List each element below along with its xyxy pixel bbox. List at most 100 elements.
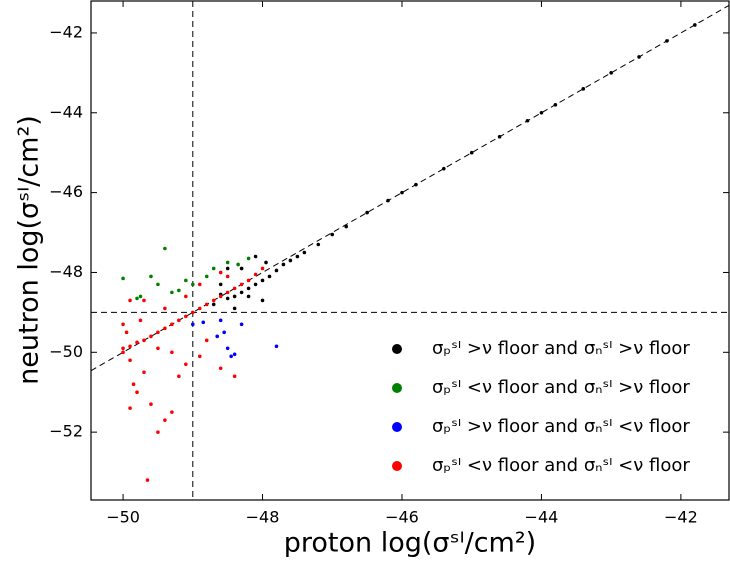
x-tick-label: −42 [664, 508, 698, 527]
data-point [197, 282, 202, 287]
data-point [260, 278, 265, 283]
y-tick-label: −44 [49, 102, 83, 121]
data-point [386, 198, 390, 203]
data-point [149, 274, 153, 279]
data-point [225, 296, 230, 301]
data-point [218, 366, 223, 371]
data-point [215, 334, 220, 339]
data-point [222, 330, 226, 335]
data-point [177, 288, 181, 293]
data-point [497, 134, 502, 139]
data-point [267, 274, 272, 279]
data-point [232, 306, 237, 311]
data-point [302, 250, 307, 255]
data-point [170, 350, 174, 355]
data-point [218, 318, 223, 323]
legend-label: σₚˢᴵ >ν floor and σₙˢᴵ <ν floor [432, 416, 690, 437]
data-point [197, 306, 202, 311]
data-point [225, 346, 230, 351]
data-point [138, 318, 143, 323]
data-point [156, 282, 160, 287]
data-point [156, 330, 160, 335]
data-point [145, 478, 150, 482]
data-point [637, 55, 641, 59]
data-point [253, 272, 258, 277]
data-point [225, 290, 230, 295]
data-point [170, 322, 174, 327]
data-point [121, 322, 125, 327]
y-tick-label: −46 [49, 182, 83, 201]
data-point [163, 326, 167, 331]
data-point [539, 110, 544, 115]
data-point [131, 382, 136, 387]
data-point [264, 260, 268, 265]
data-point [128, 358, 132, 363]
data-point [225, 266, 230, 271]
data-point [236, 262, 240, 267]
data-point [124, 330, 129, 335]
x-tick-label: −44 [525, 508, 559, 527]
data-point [239, 266, 244, 271]
data-point [665, 39, 669, 43]
y-axis-label: neutron log(σˢᴵ/cm²) [14, 115, 45, 385]
data-point [274, 268, 279, 273]
data-point [135, 390, 139, 395]
data-point [316, 242, 321, 247]
data-point [229, 354, 233, 359]
data-point [581, 87, 586, 91]
data-point [330, 232, 335, 237]
data-point [288, 258, 293, 263]
data-point [142, 370, 146, 375]
data-point [184, 278, 188, 283]
x-axis-label: proton log(σˢᴵ/cm²) [284, 528, 536, 559]
data-point [170, 410, 174, 414]
data-point [232, 286, 237, 291]
data-point [135, 340, 139, 345]
data-point [121, 346, 125, 351]
data-point [142, 338, 146, 343]
data-point [246, 256, 251, 261]
legend-marker [392, 344, 402, 354]
data-point [163, 418, 167, 422]
data-point [128, 344, 132, 349]
data-point [121, 350, 125, 355]
data-point [177, 318, 181, 323]
data-point [204, 338, 209, 343]
data-point [344, 224, 349, 229]
legend-label: σₚˢᴵ <ν floor and σₙˢᴵ >ν floor [432, 377, 690, 398]
data-point [246, 286, 251, 291]
data-point [163, 306, 167, 311]
data-point [184, 362, 188, 367]
data-point [295, 254, 300, 259]
data-point [197, 354, 202, 359]
legend-marker [392, 461, 402, 471]
data-point [281, 262, 286, 267]
y-tick-label: −42 [49, 22, 83, 41]
legend-marker [392, 383, 402, 393]
data-point [156, 346, 160, 351]
data-point [184, 294, 188, 299]
data-point [211, 302, 216, 307]
data-point [225, 260, 230, 265]
data-point [414, 182, 418, 187]
data-point [274, 344, 279, 349]
data-point [239, 282, 244, 287]
plot-frame [90, 0, 730, 501]
data-point [211, 298, 216, 303]
data-point [156, 430, 160, 434]
data-point [149, 402, 153, 406]
data-point [232, 352, 237, 357]
data-point [170, 290, 174, 295]
data-point [400, 190, 404, 195]
data-point [204, 302, 209, 307]
data-point [128, 406, 132, 410]
legend-label: σₚˢᴵ <ν floor and σₙˢᴵ <ν floor [432, 455, 690, 476]
y-tick-label: −48 [49, 262, 83, 281]
legend-label: σₚˢᴵ >ν floor and σₙˢᴵ >ν floor [432, 338, 690, 359]
data-point [609, 71, 613, 75]
data-point [469, 150, 474, 155]
data-point [121, 276, 125, 281]
data-point [149, 334, 153, 339]
data-point [246, 294, 251, 299]
